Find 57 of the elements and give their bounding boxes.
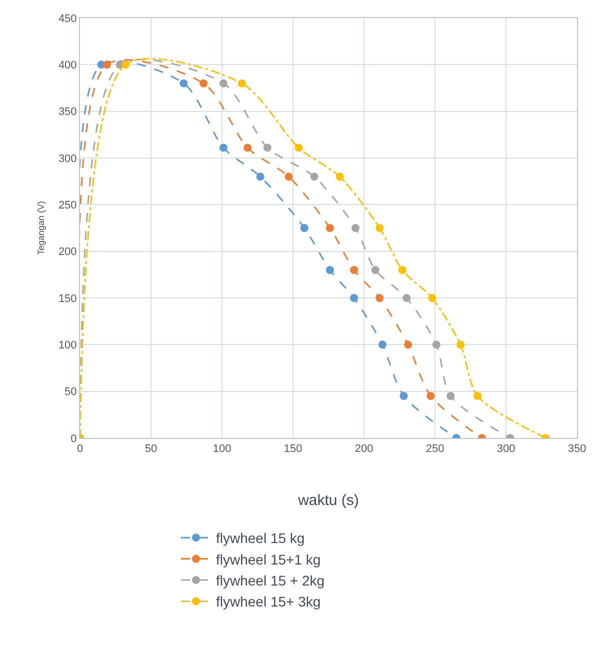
point	[400, 392, 408, 400]
point	[474, 392, 482, 400]
y-tick-label: 0	[70, 432, 77, 445]
point	[310, 172, 318, 181]
point	[402, 294, 411, 302]
point	[336, 172, 344, 181]
y-tick-label: 300	[58, 152, 77, 165]
legend-label: flywheel 15+1 kg	[216, 551, 321, 568]
legend-label: flywheel 15 kg	[216, 530, 305, 546]
point	[121, 60, 130, 69]
point	[219, 79, 228, 88]
point	[238, 79, 246, 88]
x-axis-title: waktu (s)	[297, 492, 359, 510]
point	[219, 144, 228, 152]
point	[428, 294, 436, 302]
x-tick-label: 350	[568, 443, 586, 456]
y-tick-label: 450	[58, 12, 77, 25]
point	[294, 144, 303, 152]
y-tick-label: 150	[58, 292, 77, 305]
point	[446, 392, 455, 400]
point	[371, 266, 380, 274]
point	[426, 392, 435, 400]
x-tick-label: 300	[496, 443, 516, 456]
y-tick-label: 350	[58, 106, 77, 118]
point	[200, 79, 208, 88]
point	[350, 294, 358, 302]
point	[432, 340, 440, 349]
y-tick-label: 400	[58, 60, 77, 72]
point	[300, 224, 308, 232]
point	[326, 266, 334, 274]
legend-label: flywheel 15 + 2kg	[216, 572, 325, 588]
y-tick-label: 50	[64, 386, 77, 398]
x-tick-label: 150	[284, 443, 302, 456]
x-tick-label: 100	[212, 443, 232, 456]
point	[256, 172, 264, 181]
point	[244, 144, 252, 152]
point	[350, 266, 358, 274]
point	[326, 224, 334, 232]
point	[180, 79, 188, 88]
point	[102, 60, 111, 69]
point	[351, 224, 360, 232]
point	[284, 172, 293, 181]
point	[263, 144, 272, 152]
x-tick-label: 200	[354, 443, 374, 456]
y-tick-label: 250	[58, 200, 77, 212]
x-tick-label: 50	[144, 443, 158, 456]
point	[398, 266, 406, 274]
y-tick-label: 200	[58, 246, 77, 258]
point	[378, 340, 386, 349]
point	[376, 294, 384, 302]
y-tick-label: 100	[58, 340, 77, 352]
x-tick-label: 250	[426, 443, 444, 456]
point	[456, 340, 465, 349]
y-axis-title: Tegangan (V)	[36, 200, 46, 256]
point	[376, 224, 384, 232]
point	[404, 340, 412, 349]
legend-label: flywheel 15+ 3kg	[216, 594, 321, 610]
